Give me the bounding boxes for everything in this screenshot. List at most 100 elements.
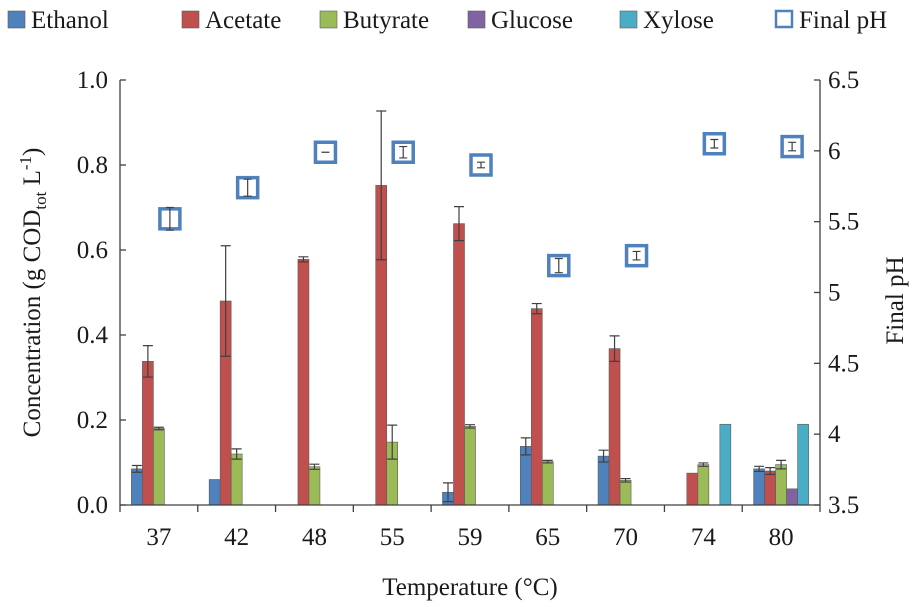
y-tick-label: 0.6 [77,237,108,264]
legend-swatch-final-ph [774,9,794,29]
error-bar-butyrate-70 [620,478,631,483]
error-bar-butyrate-37 [153,426,164,431]
y2-tick-label: 5 [828,280,841,307]
y2-tick-label: 5.5 [828,209,859,236]
error-bar-butyrate-65 [542,459,553,464]
legend-swatch-glucose [467,10,486,29]
ph-marker-48 [313,140,338,164]
x-tick-label: 59 [458,524,483,551]
error-bar-acetate-37 [142,345,153,378]
series-butyrate [153,424,787,506]
legend-swatch-ethanol [7,10,26,29]
bar-xylose-80 [797,423,809,506]
y-tick-label: 0.0 [77,492,108,519]
legend-swatch-xylose [619,10,638,29]
x-tick-label: 70 [613,524,638,551]
y2-tick-label: 4 [828,421,841,448]
bar-butyrate-48 [308,466,321,506]
bar-ethanol-80 [753,468,765,506]
y2-tick-label: 6 [828,138,841,165]
bar-acetate-59 [453,223,465,506]
error-bar-ethanol-65 [520,437,531,456]
bar-acetate-74 [686,472,699,506]
bar-acetate-70 [608,348,621,506]
legend-swatch-acetate [181,10,200,29]
error-bar-butyrate-74 [698,462,709,467]
ph-error-bar-70 [632,250,641,261]
ph-marker-80 [780,134,804,159]
bar-glucose-80 [786,488,798,506]
ph-error-bar-55 [399,145,408,159]
error-bar-acetate-48 [298,256,309,263]
series-acetate [142,110,776,506]
error-bar-acetate-80 [765,467,776,475]
bar-xylose-74 [719,423,732,506]
ph-marker-74 [702,132,727,156]
ph-marker-65 [547,253,571,278]
error-bar-butyrate-80 [776,459,787,470]
y-tick-label: 0.8 [77,152,108,179]
legend-label-ethanol: Ethanol [31,7,109,34]
error-bar-acetate-59 [454,206,464,242]
error-bar-ethanol-59 [443,482,453,503]
plot-area [131,110,809,506]
bar-butyrate-65 [541,461,554,506]
x-tick-label: 37 [146,524,171,551]
legend-label-final-ph: Final pH [799,7,887,34]
series-final-ph [158,132,804,278]
error-bar-butyrate-55 [387,424,398,460]
y2-tick-label: 4.5 [828,350,859,377]
error-bar-acetate-42 [220,245,231,357]
y-tick-label: 1.0 [77,67,108,94]
ph-error-bar-80 [788,141,797,152]
legend-label-glucose: Glucose [491,7,573,34]
ph-error-bar-59 [477,161,485,169]
ph-error-bar-65 [554,257,563,274]
x-tick-label: 80 [769,524,794,551]
error-bar-acetate-55 [376,110,387,261]
bar-ethanol-42 [208,479,221,506]
axes: 0.0 0.2 0.4 0.6 0.8 1.0 3.5 4 4.5 5 5.5 6 6.5 37 42 48 5… [16,67,909,601]
x-axis-title: Temperature (°C) [382,574,558,601]
ph-marker-42 [235,175,260,200]
ph-marker-59 [469,153,493,177]
legend-swatch-butyrate [319,10,338,29]
bar-butyrate-42 [230,453,243,506]
error-bar-butyrate-42 [231,448,242,460]
x-tick-label: 74 [691,524,717,551]
y2-tick-label: 6.5 [828,67,859,94]
x-tick-label: 65 [535,524,560,551]
y-axis-title: Concentration (g CODtot L-1) [16,148,50,438]
bar-butyrate-37 [153,428,165,506]
bar-acetate-48 [297,259,310,506]
x-tick-label: 42 [224,524,249,551]
error-bar-acetate-70 [609,335,620,362]
x-tick-label: 48 [302,524,327,551]
bar-acetate-65 [530,308,543,506]
x-tick-label: 55 [380,524,405,551]
error-bar-acetate-65 [531,302,542,315]
ph-error-bar-42 [243,178,252,197]
series-glucose [786,488,798,506]
y2-axis-title: Final pH [882,256,909,344]
y2-tick-label: 3.5 [828,492,859,519]
bar-butyrate-80 [775,464,787,506]
y-tick-label: 0.2 [77,407,108,434]
bar-butyrate-70 [619,480,632,506]
error-bar-ethanol-70 [598,449,609,463]
error-bar-ethanol-80 [754,465,765,473]
bar-acetate-80 [764,470,776,506]
y-tick-label: 0.4 [77,322,109,349]
error-bar-butyrate-59 [465,424,475,429]
error-bar-ethanol-37 [131,464,142,473]
ph-error-bar-74 [710,138,719,149]
bar-butyrate-59 [464,426,476,506]
legend: Ethanol Acetate Butyrate Glucose Xylose Final… [7,7,887,34]
ph-error-bar-37 [165,206,174,231]
legend-label-xylose: Xylose [643,7,714,34]
ph-marker-55 [391,140,415,164]
legend-label-acetate: Acetate [205,7,281,34]
legend-label-butyrate: Butyrate [343,7,429,34]
bar-acetate-37 [142,361,154,506]
